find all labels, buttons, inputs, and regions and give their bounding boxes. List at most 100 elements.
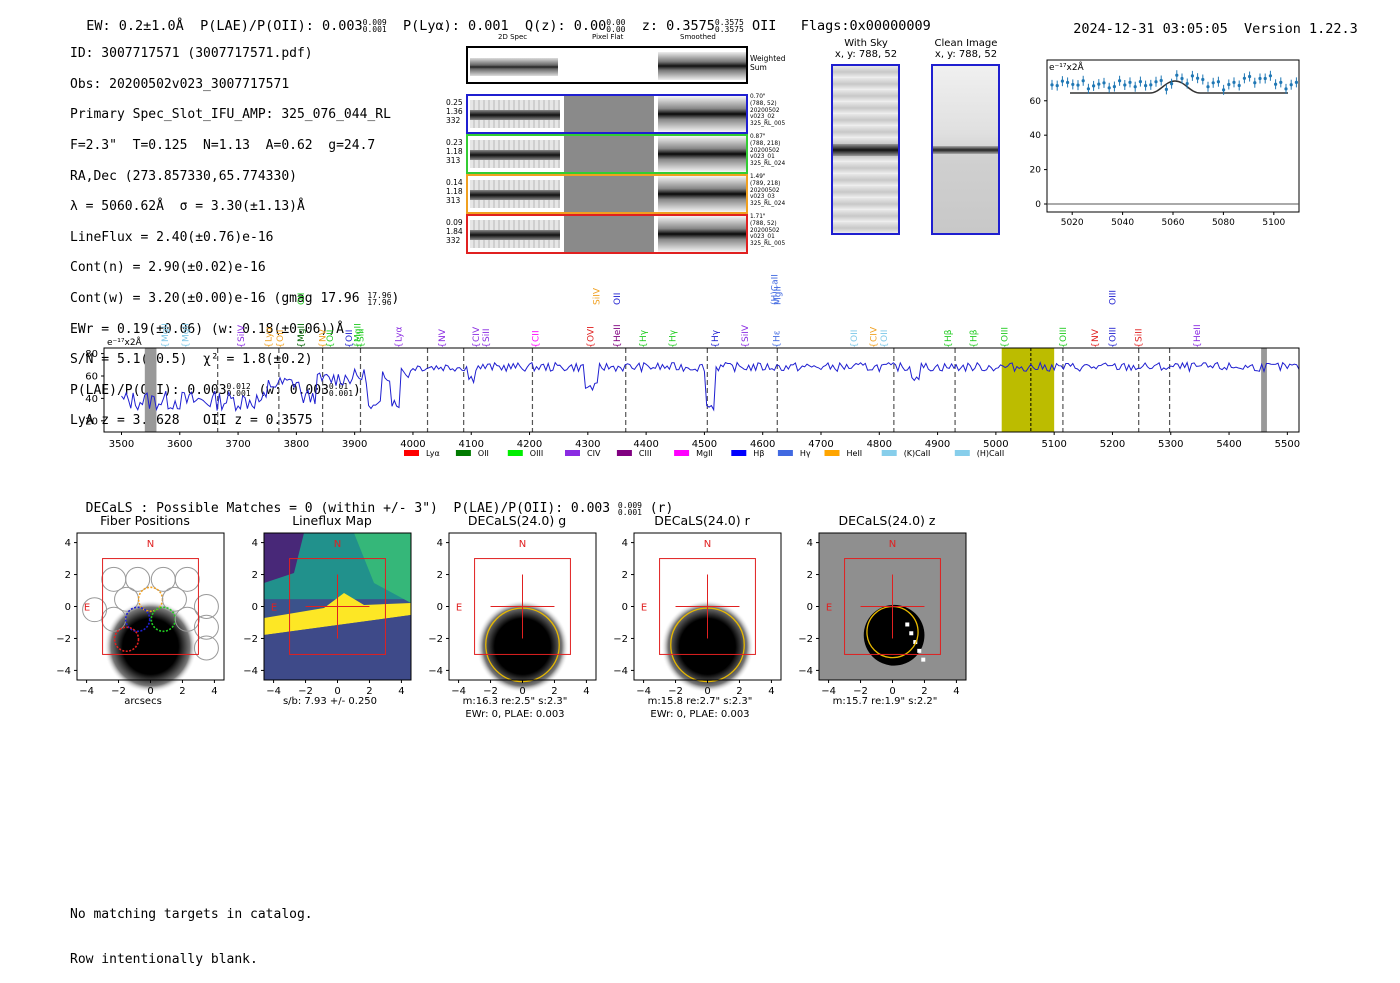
search-box: [289, 558, 386, 655]
lineflux-region: [354, 533, 411, 603]
spec-line-label: Lyα: [264, 326, 274, 342]
spec-line-label: OIII: [1108, 327, 1118, 342]
zoom-point: [1071, 82, 1075, 87]
clean-title-text: Clean Image: [934, 38, 998, 49]
fiber-circle: [82, 597, 108, 623]
spec-line-bracket: {: [587, 342, 597, 348]
zoom-xtick-label: 5100: [1262, 218, 1285, 228]
spec-xtick-label: 5000: [983, 439, 1008, 450]
decals-panel-caption: arcsecs: [124, 696, 162, 707]
decals-panel-plot: N E 4 2 0 −2 −4 −4 −2 0 2 4: [243, 532, 412, 697]
spec-xtick-label: 3800: [284, 439, 309, 450]
spec-line-label: Hγ: [639, 329, 649, 342]
decals-panel-plot: N E 4 2 0 −2 −4 −4 −2 0 2 4: [428, 532, 597, 697]
spec-ytick-label: 60: [85, 372, 98, 383]
zoom-point: [1185, 81, 1189, 86]
legend-label: Lyα: [426, 449, 440, 458]
zoom-point: [1170, 82, 1174, 86]
cutout-trace: [470, 150, 560, 160]
zoom-point: [1274, 82, 1278, 86]
panel-xtick-label: 4: [953, 686, 959, 697]
panel-ytick-label: −4: [243, 666, 258, 677]
zoom-point: [1055, 84, 1059, 88]
spec-line-label: CIV: [472, 326, 482, 342]
header-right: 2024-12-31 03:05:05 Version 1.22.3: [1057, 5, 1358, 37]
fiber-circle: [193, 635, 219, 661]
panel-xtick-label: 0: [519, 686, 525, 697]
with-sky-coords: x, y: 788, 52: [834, 49, 898, 60]
spec-line-bracket: {: [741, 342, 751, 348]
legend-swatch: [455, 450, 471, 456]
spec-upper-label: OII: [613, 293, 623, 305]
panel-ytick-label: 0: [622, 602, 628, 613]
spec-line-label: Hγ: [711, 329, 721, 342]
galaxy-source: [476, 600, 569, 693]
decals-panel-plot: N E 4 2 0 −2 −4 −4 −2 0 2 4: [613, 532, 782, 697]
cutout-smooth-strip: [658, 136, 746, 172]
spec-line-bracket: {: [394, 342, 404, 348]
spec-line-bracket: {: [482, 342, 492, 348]
panel-ytick-label: 4: [807, 538, 813, 549]
panel-ytick-label: −2: [56, 634, 71, 645]
panel-xtick-label: 2: [366, 686, 372, 697]
legend-label: (H)CaII: [977, 449, 1004, 458]
spec-xtick-label: 5500: [1275, 439, 1300, 450]
info-contw-end: ): [391, 291, 400, 307]
info-contn: Cont(n) = 2.90(±0.02)e-16: [70, 260, 266, 276]
panel-xtick-label: −2: [668, 686, 683, 697]
cutout-row-image: [466, 214, 748, 254]
spec-line-label: Lyα: [394, 326, 404, 342]
fiber-circle: [174, 566, 200, 592]
cutouts-col-flat: Pixel Flat: [592, 33, 624, 41]
info-fparams: F=2.3" T=0.125 N=1.13 A=0.62 g=24.7: [70, 138, 376, 154]
panel-ytick-label: −2: [798, 634, 813, 645]
zoom-point: [1144, 84, 1148, 88]
with-sky-trace: [833, 144, 898, 156]
header-plya: P(Lyα): 0.001: [403, 18, 509, 34]
cutout-row-meta: 0.87" (788, 218) 20200502 v023_01 325_RL…: [750, 134, 786, 168]
spectrum-yticks: 80 60 40 20: [85, 349, 104, 427]
info-radec: RA,Dec (273.857330,65.774330): [70, 168, 297, 184]
panel-xtick-label: 0: [334, 686, 340, 697]
legend-swatch: [824, 450, 840, 456]
decals-panel-caption: m:15.7 re:1.9" s:2.2": [832, 696, 938, 707]
zoom-point: [1149, 83, 1153, 87]
spectrum-legend: Lyα OII OIII CIV CIII MgII Hβ Hγ HeII (K)CaII (H)C…: [404, 449, 1004, 458]
spec-line-label: NV: [1091, 328, 1101, 342]
zoom-xticks: 5020 5040 5060 5080 5100: [1061, 212, 1286, 228]
legend-swatch: [777, 450, 793, 456]
zoom-point: [1092, 84, 1096, 88]
panel-xtick-label: −4: [79, 686, 94, 697]
cutout-flat-strip: [564, 216, 654, 252]
panel-ytick-label: −2: [613, 634, 628, 645]
zoom-plot: e⁻¹⁷x2Å 60 40 20 0 5020 5040 5060 5080 5100: [1030, 59, 1300, 228]
legend-swatch: [404, 450, 419, 456]
header-qz: Q(z): 0.00: [524, 18, 607, 34]
spec-xtick-label: 3500: [109, 439, 134, 450]
with-sky-image: [831, 64, 900, 235]
cutouts-col-2d: 2D Spec: [498, 33, 528, 41]
panel-ytick-label: 4: [622, 538, 628, 549]
zoom-ytick-label: 0: [1035, 200, 1041, 210]
fiber-circle: [161, 586, 187, 612]
zoom-point: [1248, 74, 1252, 79]
zoom-ytick-label: 20: [1030, 166, 1042, 176]
zoom-point: [1066, 80, 1070, 85]
zoom-point: [1201, 77, 1205, 82]
spec-line-label: MgII: [161, 323, 171, 342]
zoom-plot-ylabel: e⁻¹⁷x2Å: [1049, 61, 1085, 73]
zoom-point: [1242, 76, 1246, 80]
fiber-circle: [193, 614, 219, 640]
spec-line-bracket: {: [264, 342, 274, 348]
zoom-point: [1112, 84, 1116, 89]
spec-line-label: OII: [276, 330, 286, 342]
info-plae-w-lo: 0.001: [328, 389, 354, 399]
panel-ytick-label: 2: [807, 570, 813, 581]
panel-ytick-label: 4: [437, 538, 443, 549]
zoom-point: [1060, 79, 1064, 83]
galaxy-source: [104, 600, 197, 693]
spec-line-bracket: {: [161, 342, 171, 348]
legend-label: (K)CaII: [904, 449, 931, 458]
spectrum-xticks: 3500 3600 3700 3800 3900 4000 4100 4200 4300 4400…: [109, 432, 1300, 450]
